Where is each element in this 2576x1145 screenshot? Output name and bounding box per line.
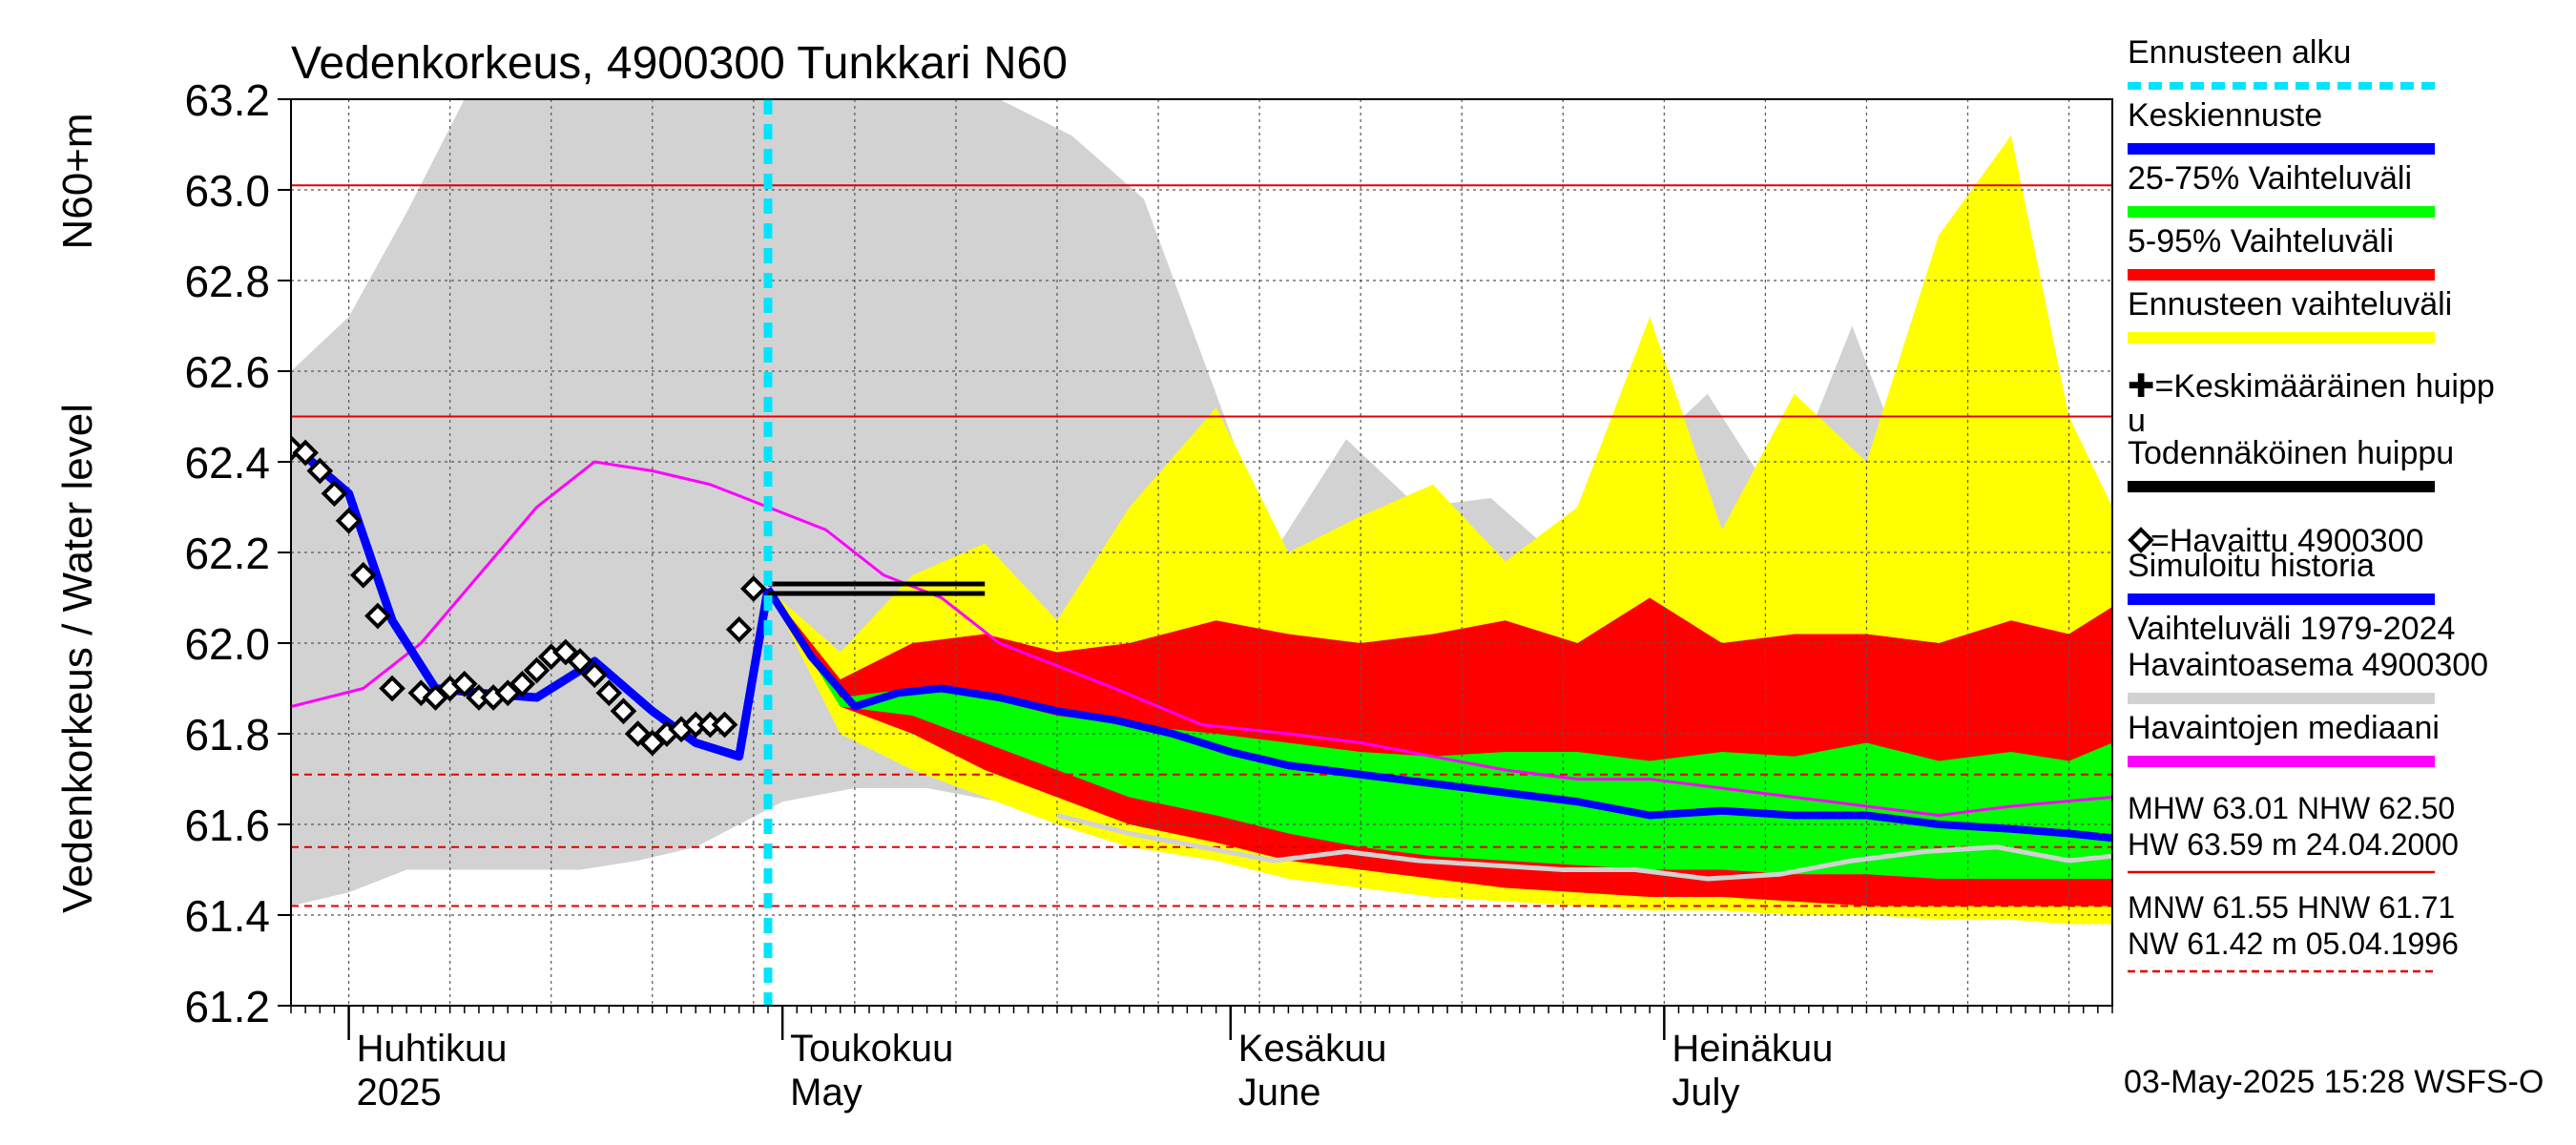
y-tick-label: 63.2 [184, 75, 270, 125]
y-tick-label: 62.4 [184, 438, 270, 488]
observed-point [581, 661, 608, 689]
observed-point [349, 561, 377, 589]
y-axis-label-top: N60+m [54, 113, 101, 249]
y-axis: 61.2 61.4 61.6 61.8 62.0 62.2 62.4 62.6 62.8 63.0… [184, 75, 291, 1031]
mean-forecast-line [764, 586, 2112, 843]
legend: Ennusteen alku Keskiennuste 25-75% Vaihtel… [2128, 34, 2495, 973]
observed-point [364, 602, 391, 630]
observed-point [306, 457, 334, 485]
observed-point [567, 648, 593, 675]
x-month-label-fi: Huhtikuu [357, 1028, 508, 1070]
observed-point [595, 679, 623, 707]
observed-point [292, 439, 319, 467]
y-tick-label: 61.2 [184, 982, 270, 1031]
observed-point [509, 670, 536, 697]
legend-label: Ennusteen alku [2128, 34, 2351, 71]
x-month-label-en: May [790, 1072, 862, 1114]
y-tick-label: 63.0 [184, 166, 270, 216]
observed-point [321, 480, 348, 508]
legend-label: Todennäköinen huippu [2128, 435, 2454, 471]
y-axis-label-bottom: Vedenkorkeus / Water level [54, 404, 101, 913]
legend-label: Ennusteen vaihteluväli [2128, 286, 2452, 323]
station-simulation-line [1056, 813, 2112, 882]
y-tick-label: 61.4 [184, 891, 270, 941]
median-line [291, 460, 2112, 817]
x-month-label-en: June [1238, 1072, 1321, 1114]
legend-label: Havaintoasema 4900300 [2128, 647, 2488, 683]
x-month-label-fi: Heinäkuu [1672, 1028, 1833, 1070]
y-tick-label: 62.2 [184, 529, 270, 578]
x-month-label-fi: Kesäkuu [1238, 1028, 1387, 1070]
legend-label: =Havaittu 4900300 [2150, 523, 2423, 559]
legend-label: ✚=Keskimääräinen huipp [2128, 368, 2495, 405]
stats-line: MNW 61.55 HNW 61.71 [2128, 890, 2455, 925]
observed-point [739, 575, 767, 602]
stats-line: NW 61.42 m 05.04.1996 [2128, 926, 2459, 961]
stats-line: MHW 63.01 NHW 62.50 [2128, 791, 2455, 825]
legend-label: Havaintojen mediaani [2128, 710, 2440, 746]
y-tick-label: 62.0 [184, 619, 270, 669]
observed-point [523, 656, 551, 684]
observed-point [379, 675, 405, 702]
x-month-label-fi: Toukokuu [790, 1028, 953, 1070]
y-tick-label: 61.6 [184, 801, 270, 850]
stats-line: HW 63.59 m 24.04.2000 [2128, 827, 2459, 862]
observed-point [450, 670, 478, 697]
y-tick-label: 62.6 [184, 347, 270, 397]
x-month-label-en: 2025 [357, 1072, 442, 1114]
chart-title: Vedenkorkeus, 4900300 Tunkkari N60 [291, 38, 1068, 89]
y-tick-label: 62.8 [184, 257, 270, 306]
legend-label: Vaihteluväli 1979-2024 [2128, 611, 2455, 647]
observed-point [725, 615, 753, 643]
p25-75-band [767, 589, 2112, 879]
legend-label: 5-95% Vaihteluväli [2128, 223, 2394, 260]
observed-point [335, 507, 363, 534]
legend-diamond-icon [2128, 527, 2154, 553]
legend-label: Simuloitu historia [2128, 548, 2375, 584]
legend-label: Keskiennuste [2128, 97, 2322, 134]
legend-label: 25-75% Vaihteluväli [2128, 160, 2412, 197]
timestamp: 03-May-2025 15:28 WSFS-O [2124, 1064, 2544, 1100]
legend-label: u [2128, 403, 2146, 439]
observed-point [711, 711, 738, 739]
y-tick-label: 61.8 [184, 710, 270, 760]
simulated-history-line [291, 440, 773, 761]
x-month-label-en: July [1672, 1072, 1739, 1114]
plot-area [290, 98, 2113, 1007]
observed-point [610, 697, 637, 725]
